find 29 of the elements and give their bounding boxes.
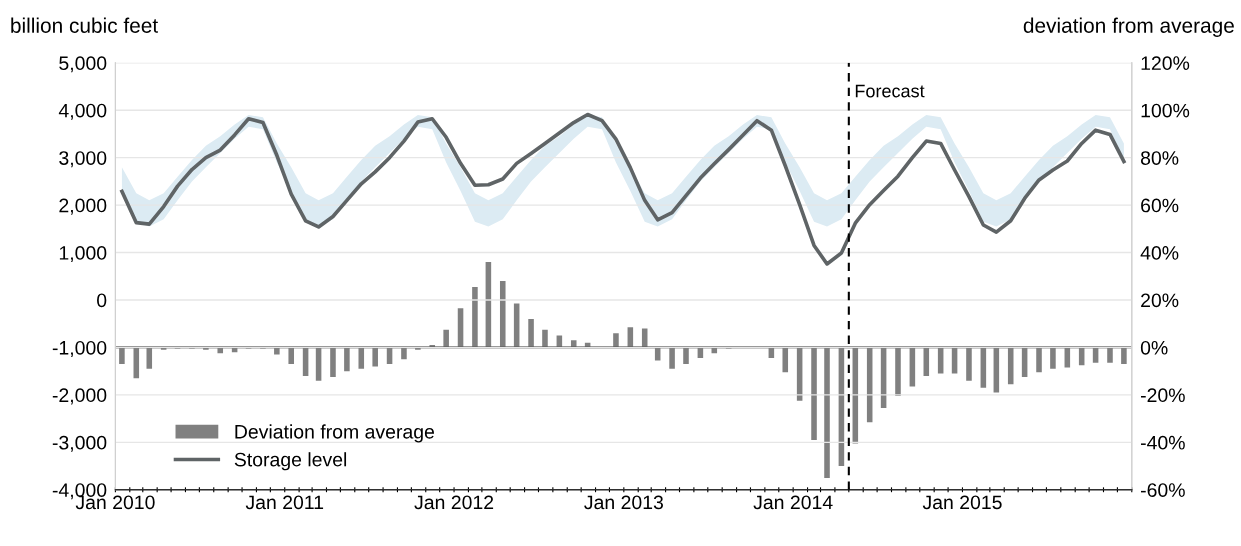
y2-tick-label: -60% [1140,483,1185,497]
legend-label: Deviation from average [235,424,435,443]
y-tick-label: -2,000 [52,388,107,405]
y-tick-label: 1,000 [59,246,107,263]
y-tick-label: 5,000 [59,56,107,73]
y-tick-label: 4,000 [58,103,107,120]
y2-axis-title: deviation from average [1023,17,1234,38]
y-tick-label: 2,000 [59,198,107,215]
ref-line-label: Forecast [855,84,925,98]
y2-tick-label: 80% [1140,151,1179,165]
x-tick-label: Jan 2013 [584,495,663,510]
x-tick-label: Jan 2015 [922,495,1002,510]
y-tick-label: -1,000 [52,340,107,357]
y2-tick-label: 0% [1140,340,1168,355]
x-tick-label: Jan 2014 [753,495,833,510]
x-tick-label: Jan 2011 [245,495,324,510]
y2-tick-label: 20% [1141,293,1179,308]
y-axis-title: billion cubic feet [11,17,159,33]
y2-tick-label: 60% [1141,198,1179,213]
y2-tick-label: 120% [1141,56,1190,71]
legend-label: Storage level [234,452,347,471]
y-tick-label: 0 [97,293,107,308]
x-tick-label: Jan 2012 [414,495,494,510]
y2-tick-label: 100% [1141,103,1190,118]
y2-tick-label: 40% [1140,246,1179,260]
y-tick-label: 3,000 [59,151,107,168]
y2-tick-label: -40% [1140,435,1185,450]
y-tick-label: -3,000 [52,435,107,452]
y2-tick-label: -20% [1140,388,1185,403]
